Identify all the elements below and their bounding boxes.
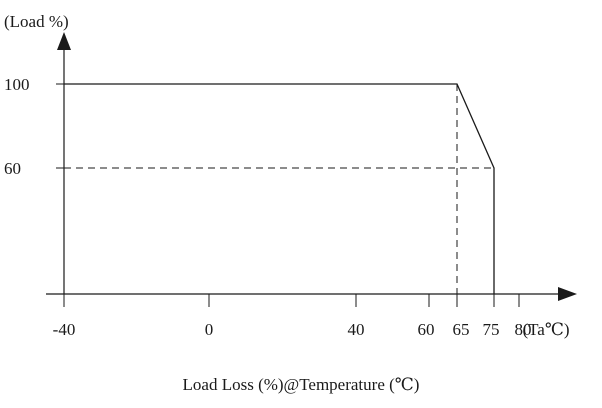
y-tick-label: 100	[4, 75, 30, 94]
series-lines	[64, 83, 495, 294]
x-tick-label: 65	[453, 320, 470, 339]
y-axis-arrow-icon	[57, 32, 71, 50]
reference-lines	[64, 84, 494, 294]
derating-curve	[64, 83, 495, 294]
axis-ticks: -40 0 40 60 65 75 80 100 60	[4, 75, 532, 339]
x-tick-label: 60	[418, 320, 435, 339]
x-axis-arrow-icon	[558, 287, 577, 301]
x-tick-label: -40	[53, 320, 76, 339]
x-tick-label: 40	[348, 320, 365, 339]
x-tick-label: 80	[515, 320, 532, 339]
y-tick-label: 60	[4, 159, 21, 178]
x-tick-label: 0	[205, 320, 214, 339]
x-tick-label: 75	[483, 320, 500, 339]
chart-caption: Load Loss (%)@Temperature (℃)	[183, 375, 420, 394]
y-axis-label: (Load %)	[4, 12, 69, 31]
x-axis-unit-label: (Ta℃)	[522, 320, 569, 339]
